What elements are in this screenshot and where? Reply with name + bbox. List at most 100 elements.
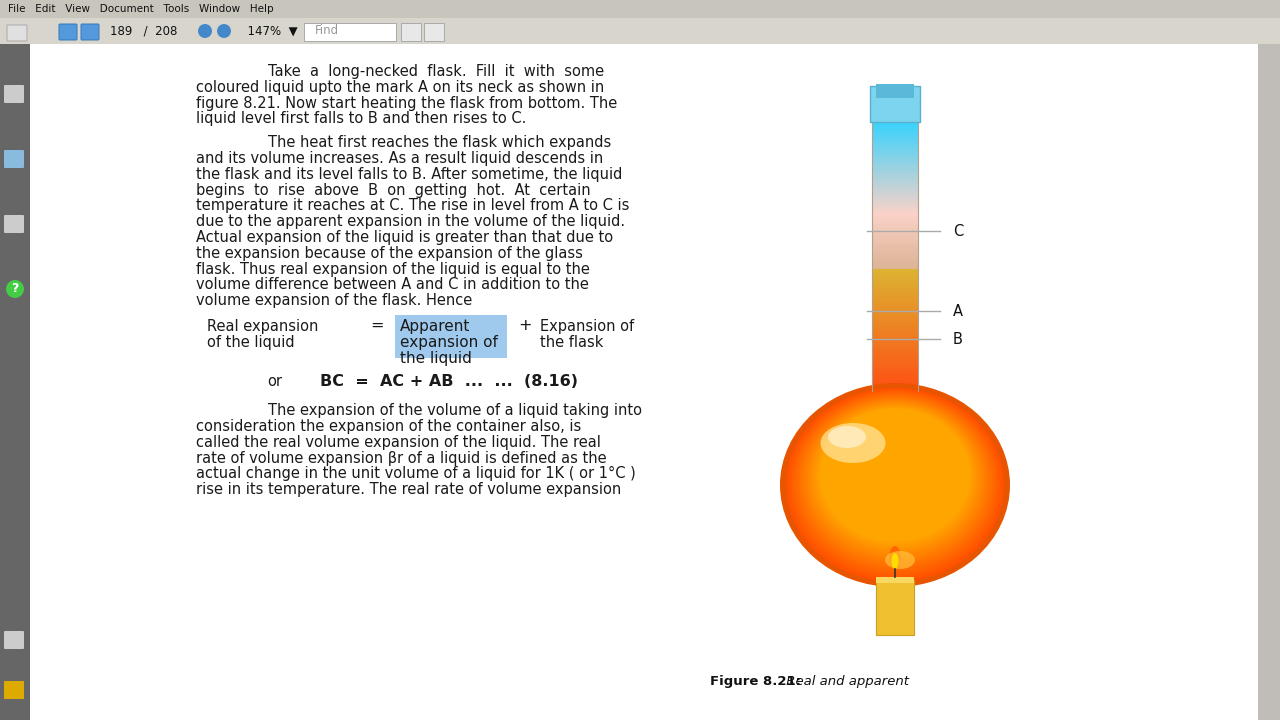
FancyBboxPatch shape xyxy=(872,275,918,278)
FancyBboxPatch shape xyxy=(872,323,918,325)
FancyBboxPatch shape xyxy=(872,171,918,174)
Text: +: + xyxy=(518,318,531,333)
Ellipse shape xyxy=(806,400,984,558)
FancyBboxPatch shape xyxy=(872,354,918,357)
FancyBboxPatch shape xyxy=(872,174,918,176)
Ellipse shape xyxy=(799,396,991,566)
FancyBboxPatch shape xyxy=(876,84,914,98)
FancyBboxPatch shape xyxy=(872,320,918,323)
Ellipse shape xyxy=(890,546,901,572)
FancyBboxPatch shape xyxy=(872,370,918,373)
FancyBboxPatch shape xyxy=(872,215,918,217)
FancyBboxPatch shape xyxy=(872,212,918,215)
FancyBboxPatch shape xyxy=(872,305,918,307)
Ellipse shape xyxy=(791,392,998,575)
FancyBboxPatch shape xyxy=(872,284,918,287)
Ellipse shape xyxy=(806,400,983,557)
FancyBboxPatch shape xyxy=(872,138,918,140)
Ellipse shape xyxy=(810,402,979,553)
FancyBboxPatch shape xyxy=(872,135,918,138)
Text: volume difference between A and C in addition to the: volume difference between A and C in add… xyxy=(196,277,589,292)
Text: liquid level first falls to B and then rises to C.: liquid level first falls to B and then r… xyxy=(196,112,526,127)
Text: Actual expansion of the liquid is greater than that due to: Actual expansion of the liquid is greate… xyxy=(196,230,613,245)
Ellipse shape xyxy=(809,402,980,554)
Ellipse shape xyxy=(819,408,972,543)
Ellipse shape xyxy=(792,392,998,575)
Ellipse shape xyxy=(804,399,987,562)
Ellipse shape xyxy=(882,545,908,565)
Ellipse shape xyxy=(815,406,974,546)
FancyBboxPatch shape xyxy=(872,169,918,172)
FancyBboxPatch shape xyxy=(872,251,918,253)
FancyBboxPatch shape xyxy=(872,386,918,389)
FancyBboxPatch shape xyxy=(872,332,918,335)
FancyBboxPatch shape xyxy=(872,330,918,333)
FancyBboxPatch shape xyxy=(872,312,918,314)
FancyBboxPatch shape xyxy=(872,364,918,366)
FancyBboxPatch shape xyxy=(872,228,918,230)
FancyBboxPatch shape xyxy=(872,296,918,298)
Text: the flask: the flask xyxy=(540,335,603,350)
FancyBboxPatch shape xyxy=(4,85,24,103)
FancyBboxPatch shape xyxy=(872,120,918,122)
FancyBboxPatch shape xyxy=(872,194,918,197)
Ellipse shape xyxy=(817,407,973,546)
FancyBboxPatch shape xyxy=(59,24,77,40)
FancyBboxPatch shape xyxy=(4,681,24,699)
FancyBboxPatch shape xyxy=(872,341,918,343)
FancyBboxPatch shape xyxy=(872,291,918,294)
Ellipse shape xyxy=(794,393,996,572)
Text: File   Edit   View   Document   Tools   Window   Help: File Edit View Document Tools Window Hel… xyxy=(8,4,274,14)
FancyBboxPatch shape xyxy=(872,225,918,228)
Text: A: A xyxy=(954,304,963,318)
FancyBboxPatch shape xyxy=(872,388,918,391)
Text: Find: Find xyxy=(315,24,339,37)
FancyBboxPatch shape xyxy=(872,379,918,382)
Text: expansion of: expansion of xyxy=(399,335,498,350)
FancyBboxPatch shape xyxy=(872,124,918,127)
FancyBboxPatch shape xyxy=(872,156,918,158)
FancyBboxPatch shape xyxy=(305,23,396,41)
FancyBboxPatch shape xyxy=(872,179,918,181)
FancyBboxPatch shape xyxy=(872,259,918,262)
Text: Apparent: Apparent xyxy=(399,319,470,334)
FancyBboxPatch shape xyxy=(872,356,918,359)
FancyBboxPatch shape xyxy=(401,23,421,41)
Text: Take  a  long-necked  flask.  Fill  it  with  some: Take a long-necked flask. Fill it with s… xyxy=(268,64,604,79)
Ellipse shape xyxy=(803,398,988,562)
FancyBboxPatch shape xyxy=(872,302,918,305)
FancyBboxPatch shape xyxy=(876,577,914,583)
FancyBboxPatch shape xyxy=(872,233,918,235)
FancyBboxPatch shape xyxy=(872,165,918,168)
FancyBboxPatch shape xyxy=(872,273,918,276)
Ellipse shape xyxy=(820,409,970,541)
Text: figure 8.21. Now start heating the flask from bottom. The: figure 8.21. Now start heating the flask… xyxy=(196,96,617,111)
FancyBboxPatch shape xyxy=(872,374,918,377)
FancyBboxPatch shape xyxy=(872,382,918,384)
FancyBboxPatch shape xyxy=(872,336,918,339)
Text: the expansion because of the expansion of the glass: the expansion because of the expansion o… xyxy=(196,246,582,261)
Text: rate of volume expansion βr of a liquid is defined as the: rate of volume expansion βr of a liquid … xyxy=(196,451,607,466)
FancyBboxPatch shape xyxy=(1258,44,1280,720)
Ellipse shape xyxy=(818,407,973,545)
Text: flask. Thus real expansion of the liquid is equal to the: flask. Thus real expansion of the liquid… xyxy=(196,261,590,276)
FancyBboxPatch shape xyxy=(396,315,507,358)
FancyBboxPatch shape xyxy=(876,577,914,635)
FancyBboxPatch shape xyxy=(872,298,918,301)
FancyBboxPatch shape xyxy=(872,237,918,240)
Text: Figure 8.21:: Figure 8.21: xyxy=(710,675,801,688)
Ellipse shape xyxy=(804,400,986,560)
Text: 147%  ▼: 147% ▼ xyxy=(241,24,298,37)
Text: the liquid: the liquid xyxy=(399,351,472,366)
Ellipse shape xyxy=(891,553,899,569)
FancyBboxPatch shape xyxy=(81,24,99,40)
FancyBboxPatch shape xyxy=(872,293,918,296)
FancyBboxPatch shape xyxy=(872,223,918,226)
FancyBboxPatch shape xyxy=(872,255,918,258)
Ellipse shape xyxy=(790,390,1001,577)
Ellipse shape xyxy=(800,397,991,565)
FancyBboxPatch shape xyxy=(872,307,918,310)
FancyBboxPatch shape xyxy=(872,203,918,206)
Text: volume expansion of the flask. Hence: volume expansion of the flask. Hence xyxy=(196,293,472,308)
FancyBboxPatch shape xyxy=(872,131,918,133)
